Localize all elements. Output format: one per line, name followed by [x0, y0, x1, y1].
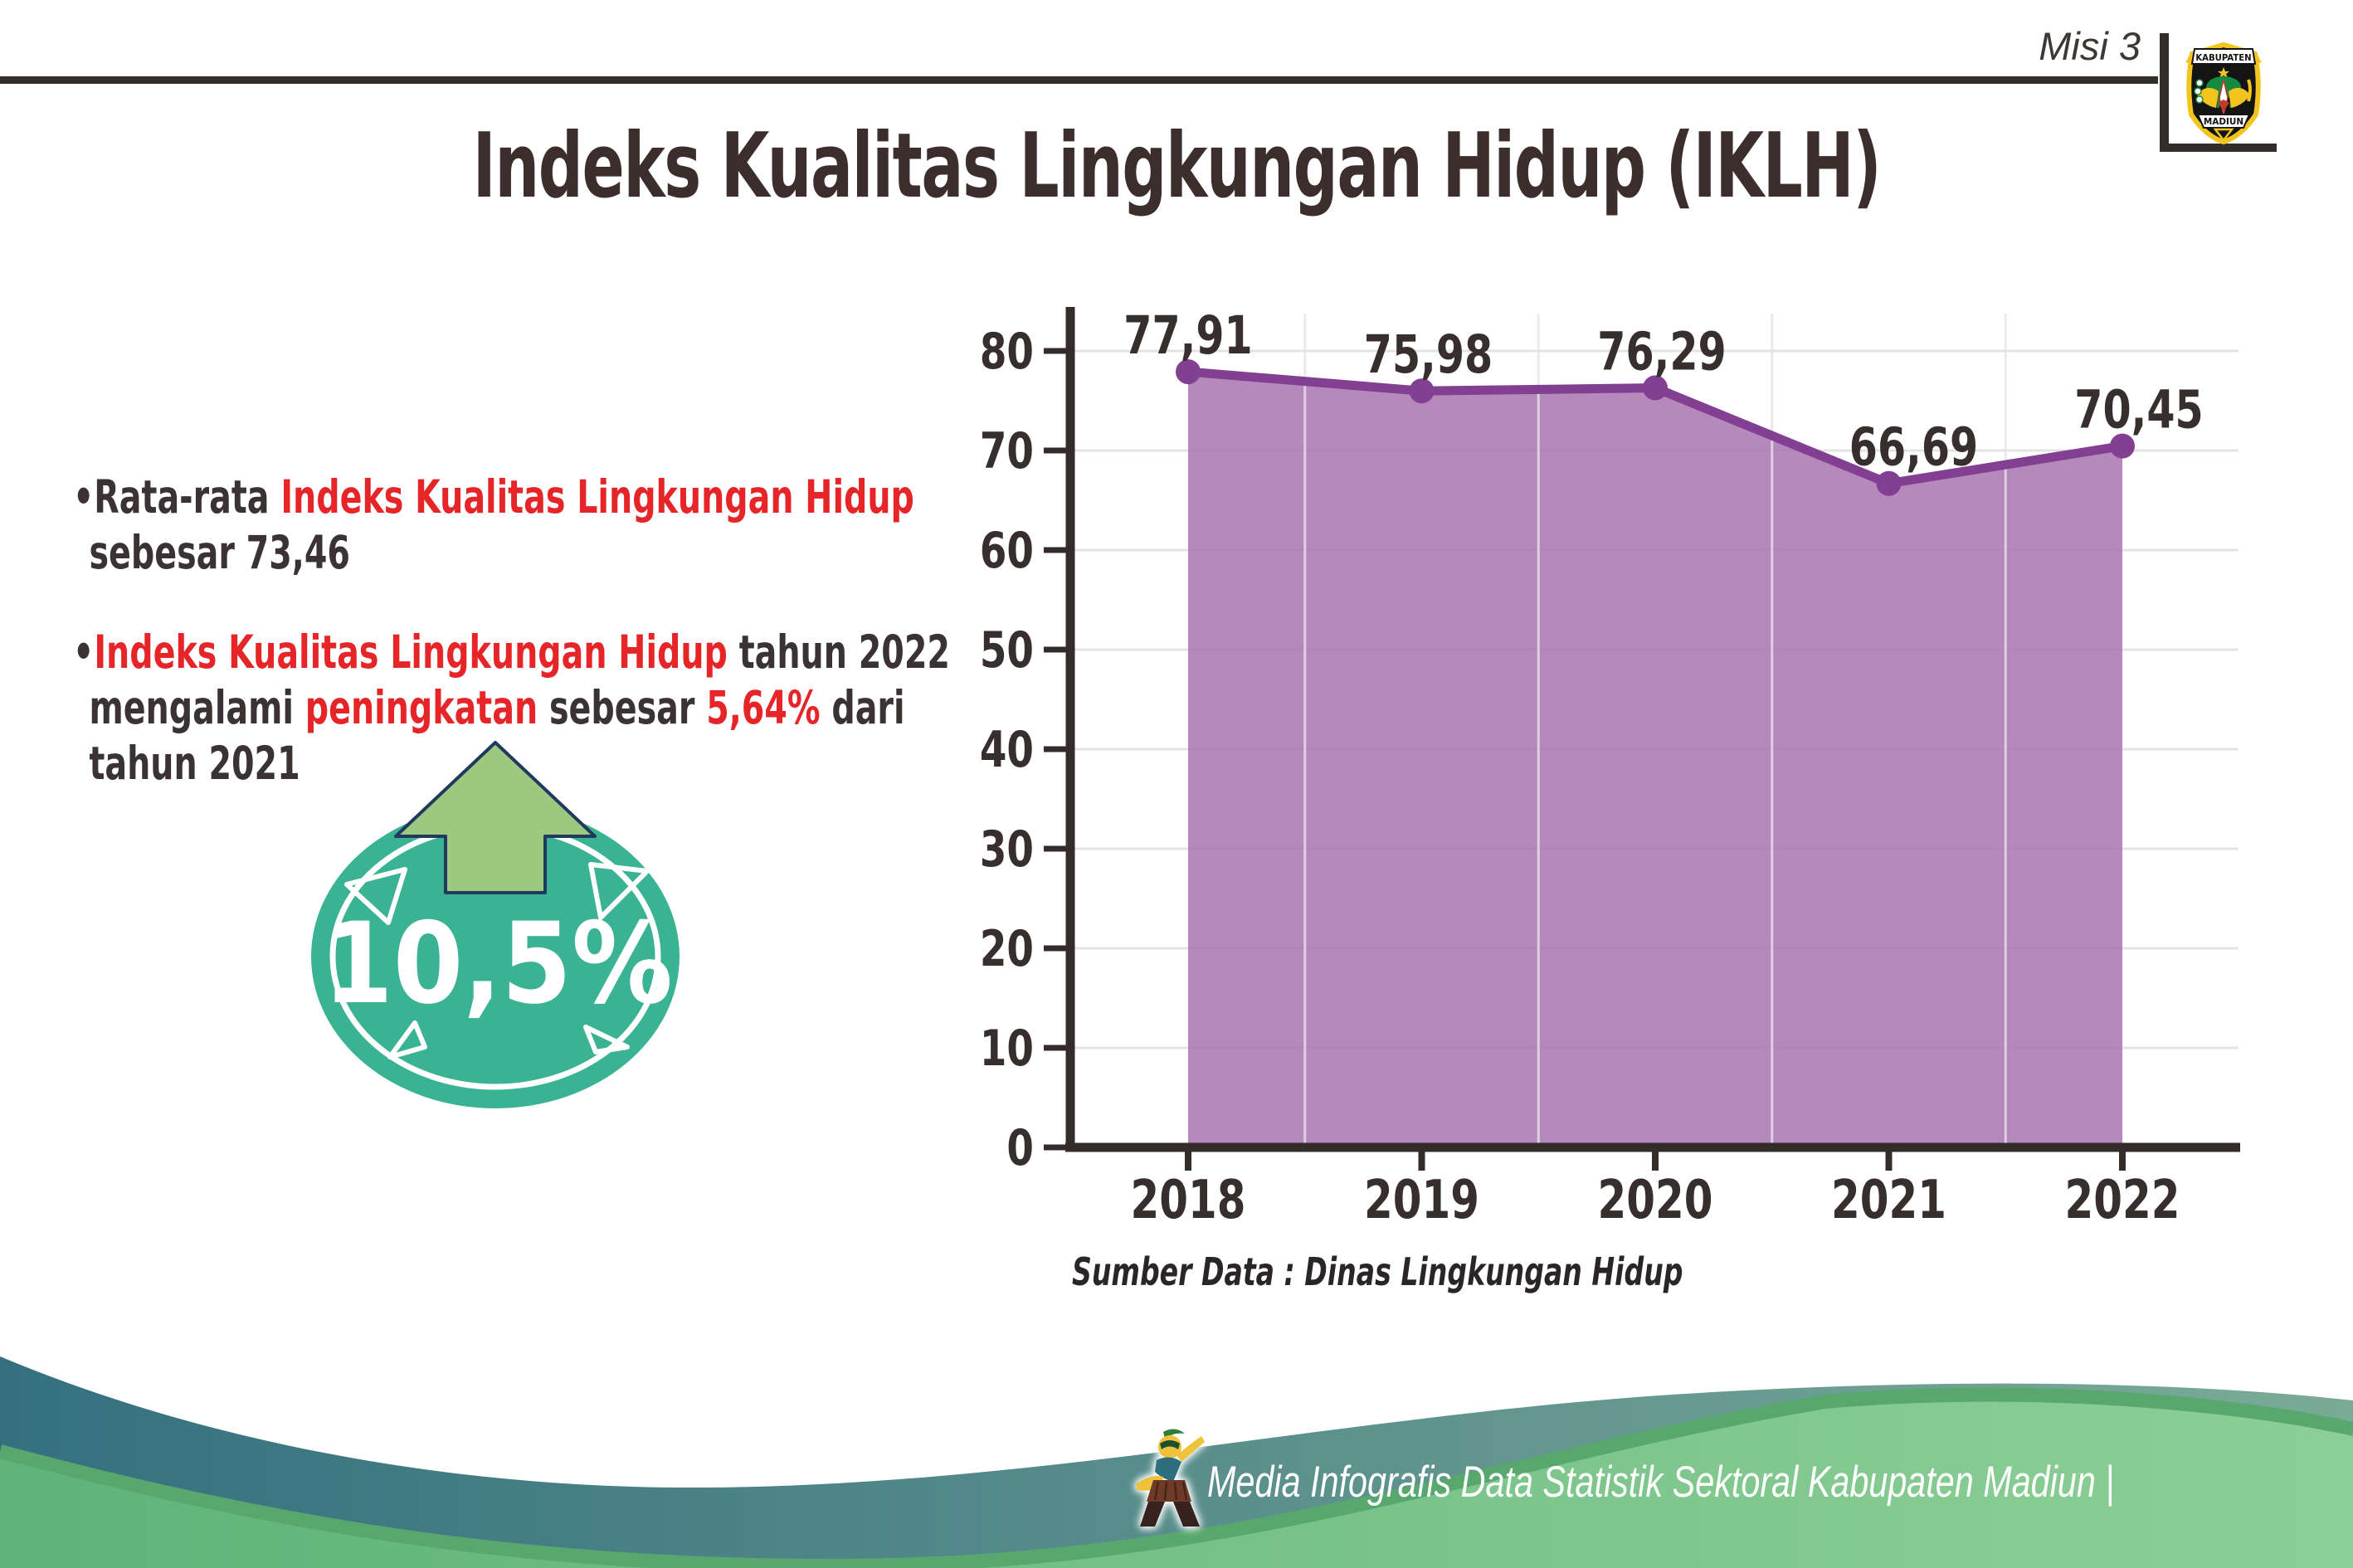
mascot-hair	[1160, 1440, 1180, 1449]
y-tick-label: 40	[980, 720, 1034, 778]
sparkle-triangle-nw-icon	[344, 867, 407, 925]
logo-frame-vertical	[2160, 33, 2169, 152]
y-tick-label: 10	[980, 1019, 1034, 1077]
text-segment: Indeks Kualitas Lingkungan Hidup	[94, 626, 728, 679]
mascot-right-arm	[1176, 1436, 1205, 1462]
text-segment: tahun 2021	[89, 737, 300, 790]
cotton-boll	[2195, 79, 2204, 87]
data-point	[1176, 359, 1201, 385]
data-point	[1643, 375, 1668, 401]
y-tick-label: 80	[980, 322, 1034, 380]
data-label: 75,98	[1364, 325, 1493, 385]
y-tick-label: 0	[1006, 1118, 1034, 1176]
bullet-item: •Indeks Kualitas Lingkungan Hidup tahun …	[73, 625, 969, 791]
cotton-boll	[2195, 95, 2204, 104]
sparkle-triangle-sw-icon	[387, 1020, 427, 1059]
y-tick-label: 70	[980, 421, 1034, 480]
sparkle-triangle-ne-icon	[588, 862, 650, 920]
flame	[2218, 100, 2229, 111]
dancer-mascot-icon	[1137, 1429, 1205, 1527]
text-segment: sebesar 73,46	[89, 526, 350, 579]
text-segment: 5,64%	[706, 681, 821, 734]
y-tick-label: 50	[980, 621, 1034, 679]
page-title: Indeks Kualitas Lingkungan Hidup (IKLH)	[472, 114, 1882, 218]
data-label: 77,91	[1123, 306, 1252, 366]
bullet-item: •Rata-rata Indeks Kualitas Lingkungan Hi…	[73, 470, 969, 581]
green-wave	[0, 1401, 2353, 1568]
cotton-boll	[2194, 87, 2202, 95]
tassel	[2213, 128, 2234, 143]
x-tick-label: 2021	[1831, 1169, 1946, 1231]
data-point	[2110, 433, 2135, 459]
x-tick-label: 2019	[1364, 1169, 1479, 1231]
mascot-skirt-pattern	[1153, 1481, 1188, 1501]
data-label: 76,29	[1597, 323, 1726, 382]
logo-frame-horizontal	[2160, 144, 2277, 152]
text-segment: mengalami	[89, 681, 305, 734]
x-tick-label: 2022	[2065, 1169, 2180, 1231]
mascot-right-leg	[1173, 1502, 1200, 1527]
y-tick-label: 30	[980, 820, 1034, 878]
top-banner	[2190, 48, 2257, 65]
bullet-line: mengalami peningkatan sebesar 5,64% dari	[73, 680, 969, 736]
bullet-line: •Rata-rata Indeks Kualitas Lingkungan Hi…	[73, 470, 969, 525]
key-findings-text: •Rata-rata Indeks Kualitas Lingkungan Hi…	[73, 470, 969, 835]
logo-top-text: KABUPATEN	[2195, 53, 2251, 63]
left-wing	[2197, 87, 2219, 108]
misi-label: Misi 3	[2039, 24, 2141, 68]
iklh-area-chart: 0 10 20 30 40 50 60 70 80 2018 2019 2020 2021 2022 77,…	[980, 306, 2240, 1231]
increase-badge: 10,5%	[311, 741, 680, 1108]
logo-bottom-text: MADIUN	[2204, 116, 2243, 127]
bottom-banner	[2196, 114, 2251, 129]
x-tick-label: 2018	[1131, 1169, 1246, 1231]
y-tick-label: 60	[980, 521, 1034, 579]
source-note: Sumber Data : Dinas Lingkungan Hidup	[1072, 1249, 1683, 1294]
text-segment: •	[73, 626, 95, 679]
text-segment: •Rata-rata	[73, 470, 281, 523]
text-segment: sebesar	[538, 681, 707, 734]
kabupaten-madiun-logo-icon: KABUPATEN MADIUN	[2185, 41, 2262, 144]
mascot-sash	[1155, 1457, 1181, 1482]
sparkle-triangle-se-icon	[583, 1025, 630, 1054]
mascot-head	[1158, 1435, 1181, 1458]
rice-stalk	[2247, 79, 2252, 102]
footer-credit: Media Infografis Data Statistik Sektoral…	[1207, 1458, 2115, 1507]
text-segment: Indeks Kualitas Lingkungan Hidup	[280, 470, 914, 523]
area-fill	[1188, 372, 2122, 1146]
text-segment: peningkatan	[304, 681, 538, 734]
right-wing	[2229, 87, 2250, 108]
x-tick-label: 2020	[1598, 1169, 1713, 1231]
text-segment: dari	[820, 681, 905, 734]
data-label: 66,69	[1849, 418, 1978, 478]
data-point	[1409, 378, 1435, 404]
header-rule	[0, 76, 2158, 84]
green-wave-edge	[0, 1387, 2353, 1568]
text-segment: tahun 2022	[727, 626, 950, 679]
bullet-line: •Indeks Kualitas Lingkungan Hidup tahun …	[73, 625, 969, 680]
star-icon	[2218, 67, 2229, 78]
bullet-line: tahun 2021	[73, 736, 969, 791]
badge-value: 10,5%	[323, 899, 672, 1030]
data-label: 70,45	[2074, 381, 2203, 441]
y-tick-label: 20	[980, 919, 1034, 977]
up-arrow-icon	[394, 741, 597, 894]
mascot-left-leg	[1140, 1502, 1165, 1527]
bullet-line: sebesar 73,46	[73, 525, 969, 581]
data-point	[1876, 470, 1902, 496]
